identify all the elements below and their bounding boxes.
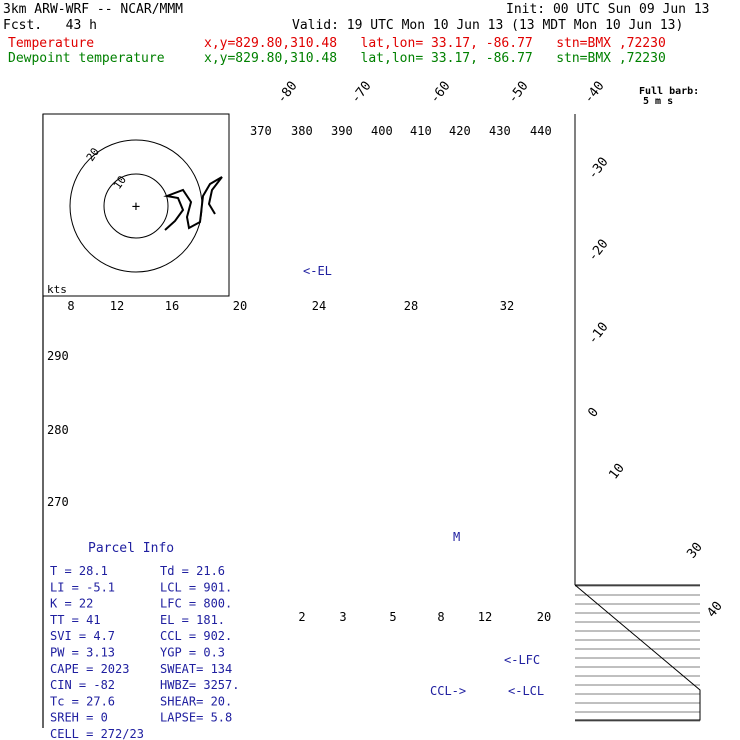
parcel-row-left: K = 22 [50, 597, 93, 611]
hodograph-ring [103, 173, 169, 239]
temperature-label: -80 [274, 79, 300, 107]
theta-label: 440 [530, 124, 552, 138]
parcel-row-right: HWBZ= 3257. [160, 678, 239, 692]
temperature-label: -50 [505, 79, 531, 107]
temperature-label: 0 [585, 405, 602, 420]
temperature-label: -10 [585, 320, 611, 348]
dewpoint-location: x,y=829.80,310.48 lat,lon= 33.17, -86.77… [204, 51, 666, 66]
full-barb-units: 5 m s [643, 96, 673, 107]
parcel-row-left: CELL = 272/23 [50, 727, 144, 740]
mixing-ratio-label: 12 [478, 610, 492, 624]
theta-label: 390 [331, 124, 353, 138]
parcel-row-left: Tc = 27.6 [50, 694, 115, 708]
temperature-label: 40 [704, 599, 725, 621]
temperature-location: x,y=829.80,310.48 lat,lon= 33.17, -86.77… [204, 36, 666, 51]
parcel-row-right: EL = 181. [160, 613, 225, 627]
kts-tick-label: 28 [404, 299, 418, 313]
mixing-ratio-label: 20 [537, 610, 551, 624]
parcel-row-left: CAPE = 2023 [50, 662, 129, 676]
theta-label: 270 [47, 495, 69, 509]
temperature-label: -20 [585, 237, 611, 265]
kts-tick-label: 32 [500, 299, 514, 313]
theta-label: 430 [489, 124, 511, 138]
theta-label: 420 [449, 124, 471, 138]
kts-tick-label: 24 [312, 299, 326, 313]
parcel-row-right: LAPSE= 5.8 [160, 711, 232, 725]
parcel-row-right: CCL = 902. [160, 629, 232, 643]
mixing-ratio-label: 3 [339, 610, 346, 624]
theta-label: 370 [250, 124, 272, 138]
kts-label: kts [47, 283, 67, 296]
temperature-label: -70 [348, 79, 374, 107]
parcel-row-left: PW = 3.13 [50, 646, 115, 660]
valid-time: Valid: 19 UTC Mon 10 Jun 13 (13 MDT Mon … [292, 18, 684, 33]
hodograph-ring-label: 20 [84, 145, 102, 163]
temperature-label: -30 [585, 155, 611, 183]
hodograph-box [42, 113, 230, 297]
parcel-row-right: SHEAR= 20. [160, 694, 232, 708]
temperature-label: 10 [606, 461, 627, 483]
parcel-row-right: LCL = 901. [160, 580, 232, 594]
theta-label: 290 [47, 349, 69, 363]
parcel-row-left: TT = 41 [50, 613, 101, 627]
model-title: 3km ARW-WRF -- NCAR/MMM [3, 2, 184, 17]
hodograph-ring-label: 10 [111, 173, 129, 191]
hodograph-trace [163, 176, 223, 231]
kts-tick-label: 16 [165, 299, 179, 313]
hodograph-inset: +10 20 [42, 113, 230, 297]
lower-right-frame [574, 584, 701, 721]
theta-label: 410 [410, 124, 432, 138]
temperature-label: 30 [684, 540, 705, 562]
mixing-ratio-label: 2 [298, 610, 305, 624]
theta-label: 280 [47, 423, 69, 437]
forecast-hour: Fcst. 43 h [3, 18, 97, 33]
parcel-row-right: YGP = 0.3 [160, 646, 225, 660]
full-barb-label: Full barb: [639, 86, 699, 97]
parcel-row-right: SWEAT= 134 [160, 662, 232, 676]
marker-m: M [453, 530, 460, 544]
parcel-row-left: T = 28.1 [50, 564, 108, 578]
mixing-ratio-label: 8 [437, 610, 444, 624]
parcel-row-left: SVI = 4.7 [50, 629, 115, 643]
temperature-legend: Temperature [8, 36, 95, 51]
temperature-label: -40 [581, 79, 607, 107]
kts-tick-label: 12 [110, 299, 124, 313]
level-marker: CCL-> [430, 684, 466, 698]
mixing-ratio-label: 5 [389, 610, 396, 624]
parcel-row-left: SREH = 0 [50, 711, 108, 725]
theta-label: 400 [371, 124, 393, 138]
level-marker: <-LFC [504, 653, 540, 667]
parcel-title: Parcel Info [88, 541, 174, 556]
dewpoint-legend: Dewpoint temperature [8, 51, 165, 66]
parcel-row-right: LFC = 800. [160, 597, 232, 611]
level-marker: <-EL [303, 264, 332, 278]
kts-tick-label: 20 [233, 299, 247, 313]
hodograph-origin: + [132, 199, 140, 215]
parcel-row-right: Td = 21.6 [160, 564, 225, 578]
temperature-label: -60 [427, 79, 453, 107]
theta-label: 380 [291, 124, 313, 138]
init-time: Init: 00 UTC Sun 09 Jun 13 [506, 2, 710, 17]
parcel-row-left: LI = -5.1 [50, 580, 115, 594]
parcel-row-left: CIN = -82 [50, 678, 115, 692]
level-marker: <-LCL [508, 684, 544, 698]
kts-tick-label: 8 [67, 299, 74, 313]
